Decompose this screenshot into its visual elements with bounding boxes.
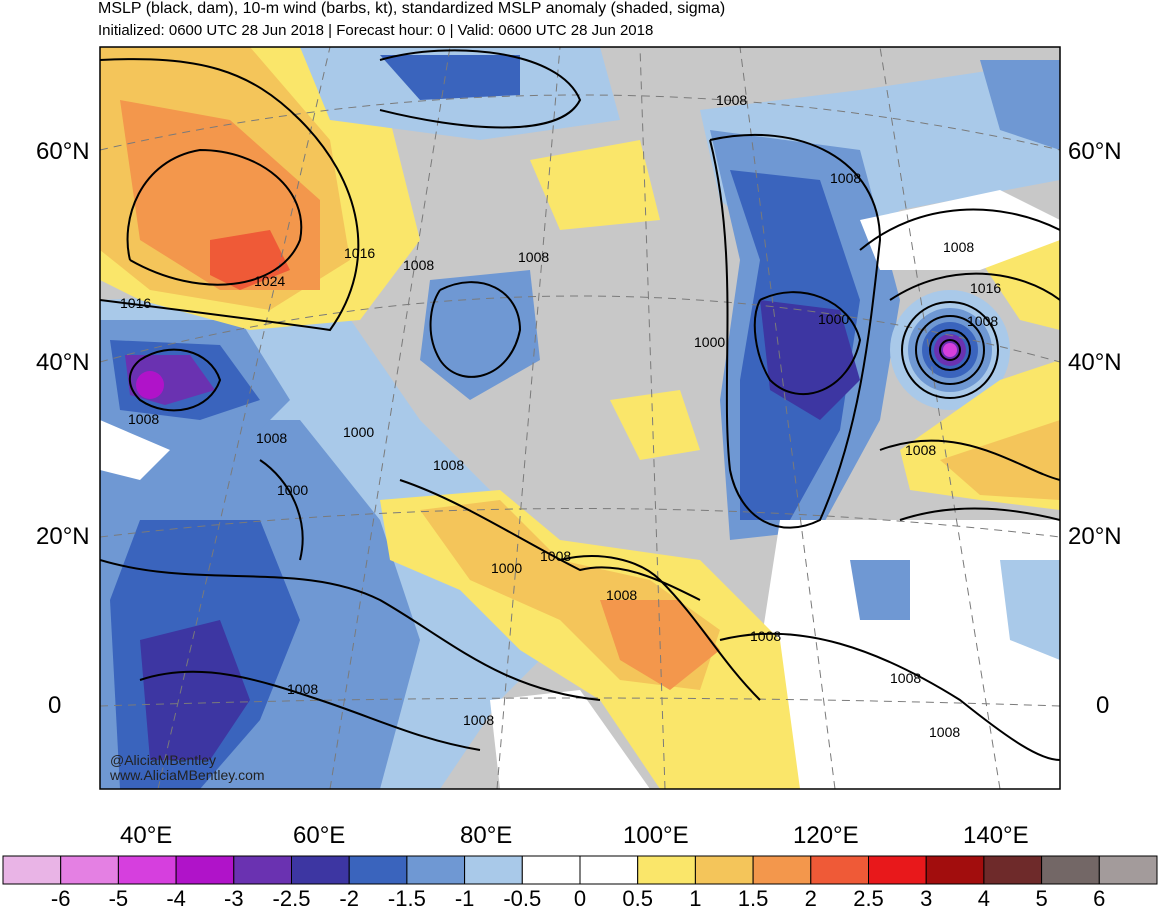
map-frame — [99, 46, 1061, 790]
colorbar-tick-label: -1 — [454, 886, 475, 911]
contour-label: 1008 — [256, 430, 287, 446]
contour-label: 1008 — [750, 628, 781, 644]
colorbar-tick-label: 6 — [1093, 886, 1106, 911]
contour-label: 1000 — [343, 424, 374, 440]
colorbar-swatch — [175, 855, 235, 885]
colorbar-swatch — [60, 855, 119, 885]
contour-label: 1008 — [967, 313, 998, 329]
colorbar-tick-label: -4 — [166, 886, 186, 911]
colorbar-swatch — [810, 855, 869, 885]
contour-label: 1000 — [694, 334, 725, 350]
lat-label-20n-right: 20°N — [1068, 523, 1122, 550]
colorbar-tick-label: 1.5 — [737, 886, 769, 911]
contour-label: 1016 — [120, 295, 151, 311]
contour-label-layer: 1008 1008 1008 1016 1024 1016 1008 1008 1000 1008… — [120, 92, 1001, 740]
lat-label-20n-left: 20°N — [36, 523, 90, 550]
map-title: MSLP (black, dam), 10-m wind (barbs, kt)… — [98, 0, 726, 17]
contour-label: 1000 — [491, 560, 522, 576]
contour-label: 1008 — [463, 712, 494, 728]
colorbar-tick-label: -6 — [50, 886, 71, 911]
colorbar-swatch — [291, 855, 350, 885]
contour-label: 1008 — [905, 442, 936, 458]
contour-label: 1008 — [890, 670, 921, 686]
contour-label: 1008 — [830, 170, 861, 186]
colorbar-tick-label: 2 — [804, 886, 817, 911]
colorbar — [2, 855, 1158, 885]
colorbar-swatch — [983, 855, 1043, 885]
contour-label: 1000 — [277, 482, 308, 498]
colorbar-tick-label: -1.5 — [387, 886, 426, 911]
colorbar-swatch — [117, 855, 177, 885]
colorbar-tick-label: -0.5 — [503, 886, 542, 911]
colorbar-swatch — [1041, 855, 1100, 885]
contour-label: 1008 — [518, 249, 549, 265]
colorbar-swatch — [1098, 855, 1158, 885]
colorbar-swatch — [694, 855, 754, 885]
contour-label: 1008 — [606, 587, 637, 603]
colorbar-tick-label: -3 — [224, 886, 244, 911]
contour-label: 1016 — [344, 245, 375, 261]
colorbar-swatch — [868, 855, 927, 885]
colorbar-swatch — [752, 855, 812, 885]
lon-label-40e: 40°E — [120, 822, 173, 849]
contour-label: 1000 — [818, 311, 849, 327]
colorbar-tick-label: -5 — [108, 886, 129, 911]
lat-label-40n-right: 40°N — [1068, 349, 1122, 376]
colorbar-swatch — [464, 855, 523, 885]
lon-label-80e: 80°E — [460, 822, 513, 849]
contour-label: 1008 — [433, 457, 464, 473]
lat-label-0-left: 0 — [48, 692, 62, 719]
credit-website: www.AliciaMBentley.com — [110, 767, 265, 783]
lat-label-0-right: 0 — [1096, 692, 1110, 719]
lon-label-140e: 140°E — [963, 822, 1029, 849]
colorbar-tick-label: 4 — [977, 886, 991, 911]
colorbar-swatch — [579, 855, 639, 885]
colorbar-tick-label: 3 — [920, 886, 933, 911]
lon-label-100e: 100°E — [623, 822, 689, 849]
colorbar-tick-label: -2 — [339, 886, 359, 911]
contour-label: 1008 — [540, 548, 571, 564]
mslp-contours — [100, 49, 1060, 761]
colorbar-swatch — [233, 855, 293, 885]
contour-label: 1008 — [287, 681, 318, 697]
lat-label-40n-left: 40°N — [36, 349, 90, 376]
anomaly-shading — [100, 47, 1060, 789]
contour-label: 1008 — [929, 724, 960, 740]
colorbar-swatch — [521, 855, 581, 885]
contour-label: 1008 — [943, 239, 974, 255]
contour-label: 1008 — [403, 257, 434, 273]
colorbar-swatch — [925, 855, 985, 885]
colorbar-swatch — [406, 855, 466, 885]
colorbar-tick-label: 5 — [1035, 886, 1048, 911]
colorbar-swatch — [2, 855, 62, 885]
colorbar-swatch — [348, 855, 408, 885]
map-subtitle: Initialized: 0600 UTC 28 Jun 2018 | Fore… — [98, 22, 654, 39]
colorbar-tick-label: -2.5 — [272, 886, 311, 911]
lon-label-120e: 120°E — [793, 822, 859, 849]
contour-label: 1008 — [716, 92, 747, 108]
colorbar-tick-label: 0.5 — [622, 886, 653, 911]
colorbar-tick-label: 0 — [573, 886, 587, 911]
credit-handle: @AliciaMBentley — [110, 752, 217, 768]
lat-label-60n-right: 60°N — [1068, 138, 1122, 165]
lat-label-60n-left: 60°N — [36, 138, 90, 165]
contour-label: 1016 — [970, 280, 1001, 296]
contour-label: 1008 — [128, 411, 159, 427]
contour-label: 1024 — [254, 273, 285, 289]
colorbar-tick-label: 2.5 — [853, 886, 884, 911]
colorbar-tick-label: 1 — [689, 886, 702, 911]
lon-label-60e: 60°E — [293, 822, 346, 849]
colorbar-swatch — [637, 855, 696, 885]
